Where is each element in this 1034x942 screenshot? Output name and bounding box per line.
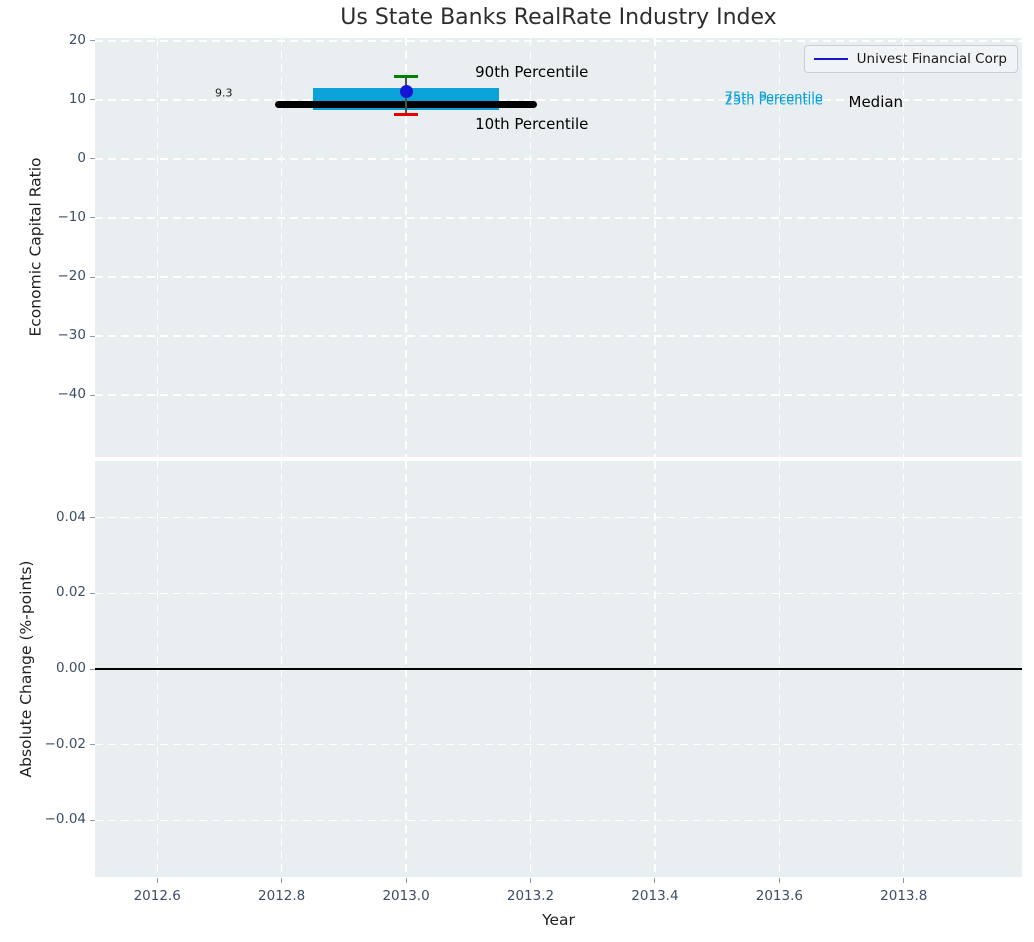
bottom-y-tick-mark [90, 668, 95, 670]
zero-line [95, 668, 1022, 670]
bottom-y-tick-mark [90, 517, 95, 519]
gridline-horizontal [95, 592, 1022, 595]
top-y-tick-label: −10 [57, 208, 87, 225]
gridline-vertical [903, 38, 905, 457]
p90-cap [394, 75, 419, 79]
top-y-tick-mark [90, 217, 95, 219]
x-tick-label: 2013.6 [755, 888, 803, 904]
top-y-tick-label: −20 [57, 268, 87, 284]
x-tick-mark [405, 878, 407, 883]
gridline-vertical [280, 38, 283, 457]
p10-cap [394, 113, 419, 117]
top-y-tick-mark [90, 276, 95, 278]
gridline-horizontal [95, 394, 1022, 396]
top-plot-area: Univest Financial Corp 9.3 90th Percentil… [95, 38, 1022, 457]
x-tick-mark [156, 878, 158, 883]
bottom-y-tick-mark [90, 592, 95, 594]
bottom-plot-area [95, 461, 1022, 877]
x-tick-mark [778, 878, 780, 883]
gridline-horizontal [95, 743, 1022, 746]
annotation-p75-label: 75th Percentile [724, 90, 823, 106]
gridline-horizontal [95, 276, 1022, 278]
top-y-tick-label: −40 [57, 386, 87, 403]
annotation-p10-label: 10th Percentile [475, 115, 589, 134]
annotation-median-value-label: 9.3 [215, 86, 233, 100]
annotation-p90-label: 90th Percentile [475, 63, 589, 82]
annotation-p25-label: 25th Percentile [724, 93, 823, 109]
top-y-tick-label: 0 [77, 149, 86, 166]
x-tick-label: 2013.0 [382, 888, 430, 904]
gridline-vertical [778, 38, 781, 457]
top-y-tick-label: −30 [57, 327, 87, 344]
gridline-vertical [654, 38, 656, 457]
x-tick-label: 2012.8 [258, 888, 306, 904]
legend-line-sample [813, 57, 848, 61]
x-tick-label: 2013.4 [631, 888, 679, 904]
x-tick-label: 2013.8 [880, 888, 928, 904]
gridline-horizontal [95, 158, 1022, 160]
x-tick-mark [281, 878, 283, 883]
bottom-y-tick-label: −0.02 [44, 735, 86, 752]
top-y-tick-label: 20 [68, 31, 86, 48]
annotation-median-label: Median [848, 92, 904, 111]
bottom-y-tick-label: 0.02 [55, 584, 86, 601]
top-y-tick-mark [90, 335, 95, 337]
gridline-vertical [156, 38, 158, 457]
gridline-horizontal [95, 40, 1022, 42]
legend: Univest Financial Corp [803, 45, 1018, 73]
x-axis-label: Year [542, 911, 575, 929]
bottom-y-tick-label: 0.00 [55, 660, 86, 676]
bottom-y-tick-label: −0.04 [44, 811, 86, 828]
bottom-y-tick-label: 0.04 [55, 508, 86, 525]
top-y-tick-label: 10 [68, 90, 86, 107]
gridline-horizontal [95, 217, 1022, 219]
x-tick-label: 2012.6 [133, 888, 181, 904]
company-marker [399, 84, 413, 98]
gridline-horizontal [95, 99, 1022, 101]
x-tick-mark [654, 878, 656, 883]
top-y-tick-mark [90, 394, 95, 396]
top-y-tick-mark [90, 99, 95, 101]
gridline-horizontal [95, 335, 1022, 337]
x-tick-mark [903, 878, 905, 883]
gridline-horizontal [95, 819, 1022, 821]
legend-label: Univest Financial Corp [856, 51, 1007, 67]
bottom-y-tick-mark [90, 819, 95, 821]
top-y-tick-mark [90, 158, 95, 160]
gridline-vertical [405, 38, 407, 457]
chart-title: Us State Banks RealRate Industry Index [340, 5, 777, 30]
top-y-tick-mark [90, 40, 95, 42]
x-tick-mark [530, 878, 531, 883]
x-tick-label: 2013.2 [506, 888, 555, 904]
bottom-y-tick-mark [90, 744, 95, 746]
gridline-vertical [529, 38, 532, 457]
gridline-horizontal [95, 517, 1022, 519]
